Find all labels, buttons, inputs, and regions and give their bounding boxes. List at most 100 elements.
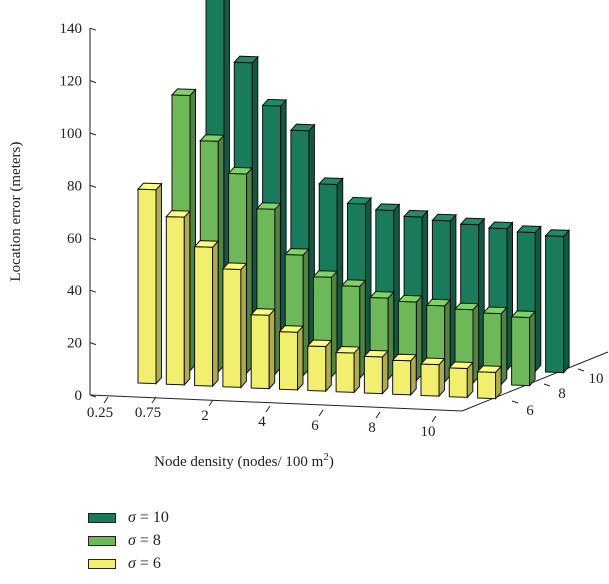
- legend-value: 8: [152, 531, 161, 549]
- depth-tick-label: 8: [558, 386, 566, 402]
- bar-top-face: [391, 353, 418, 362]
- bar-top-face: [233, 55, 259, 64]
- bar-front-face: [307, 345, 327, 392]
- bar-top-face: [482, 306, 508, 315]
- x-tick: [265, 405, 271, 413]
- bar-front-face: [165, 216, 185, 386]
- bar-sigma-6-cat-9: [391, 353, 418, 397]
- legend-eq: =: [135, 531, 153, 549]
- y-tick: [89, 289, 97, 293]
- bar-side-face: [529, 310, 536, 387]
- x-tick-label: 6: [311, 418, 319, 434]
- x-tick-label: 2: [201, 408, 209, 424]
- bar-sigma-8-cat-12: [510, 310, 537, 387]
- bar-sigma-6-cat-1: [165, 209, 191, 387]
- bar-chart-3d: 0 20 40 60 80 100 120 140 Location error (meters…: [8, 0, 609, 470]
- y-tick-label: 100: [60, 126, 83, 142]
- bar-side-face: [353, 345, 361, 394]
- bar-top-face: [334, 345, 361, 354]
- bar-top-face: [136, 182, 163, 191]
- bar-top-face: [368, 291, 395, 299]
- bar-sigma-6-cat-5: [278, 324, 305, 392]
- y-tick-label: 120: [60, 74, 83, 90]
- bar-side-face: [297, 324, 304, 392]
- y-tick-label: 0: [75, 388, 83, 404]
- bar-top-face: [221, 262, 248, 270]
- bar-side-face: [155, 182, 162, 385]
- bar-top-face: [459, 217, 486, 226]
- depth-axis-line: [461, 351, 609, 412]
- legend-value: 10: [152, 508, 169, 526]
- legend-symbol: σ: [128, 554, 136, 572]
- depth-tick-label: 6: [526, 403, 534, 419]
- y-tick: [89, 80, 97, 84]
- bar-front-face: [137, 188, 157, 385]
- y-tick-label: 80: [67, 178, 82, 194]
- bar-top-face: [340, 279, 367, 287]
- bar-sigma-6-cat-3: [221, 262, 248, 389]
- legend-swatch-sigma-6: [88, 558, 116, 569]
- y-tick: [89, 342, 97, 346]
- depth-tick-label: 10: [589, 371, 604, 387]
- bar-top-face: [419, 357, 446, 366]
- legend: σ = 10 σ = 8 σ = 6: [88, 506, 169, 575]
- bar-top-face: [199, 134, 225, 142]
- bar-sigma-6-cat-2: [193, 239, 220, 388]
- bar-front-face: [420, 363, 440, 397]
- bar-top-face: [448, 361, 474, 370]
- x-tick: [375, 411, 381, 419]
- x-axis-line: [89, 394, 463, 412]
- y-tick: [89, 184, 97, 188]
- y-tick: [89, 132, 97, 136]
- y-tick: [89, 27, 97, 31]
- depth-tick: [511, 400, 519, 404]
- depth-tick: [577, 368, 585, 372]
- bar-top-face: [306, 339, 333, 348]
- legend-eq: =: [135, 508, 153, 526]
- x-tick-label: 0.25: [87, 405, 113, 421]
- bar-sigma-6-cat-0: [136, 182, 163, 385]
- legend-eq: =: [135, 554, 153, 572]
- bar-sigma-6-cat-6: [306, 339, 333, 393]
- bar-sigma-6-cat-7: [334, 345, 361, 394]
- x-tick: [151, 396, 157, 404]
- bar-front-face: [279, 331, 298, 391]
- bar-top-face: [250, 308, 276, 316]
- legend-item-sigma-6: σ = 6: [88, 552, 169, 575]
- bar-top-face: [397, 294, 424, 303]
- bar-top-face: [476, 365, 503, 373]
- bar-front-face: [335, 351, 355, 393]
- bar-side-face: [381, 349, 389, 395]
- bar-side-face: [183, 209, 191, 387]
- x-tick: [103, 396, 109, 404]
- bar-front-face: [448, 367, 468, 398]
- bar-side-face: [325, 339, 332, 393]
- legend-item-sigma-10: σ = 10: [88, 506, 169, 529]
- bar-top-face: [453, 302, 480, 311]
- bar-top-face: [284, 247, 310, 256]
- bar-top-face: [318, 177, 344, 185]
- bar-top-face: [510, 310, 537, 318]
- bar-sigma-6-cat-8: [363, 349, 390, 395]
- bar-top-face: [170, 88, 197, 97]
- bar-top-face: [346, 196, 373, 205]
- bar-top-face: [312, 270, 339, 278]
- bar-top-face: [516, 225, 542, 233]
- bar-top-face: [289, 123, 316, 132]
- bar-top-face: [402, 209, 429, 218]
- bar-sigma-6-cat-12: [476, 365, 503, 400]
- bar-sigma-10-cat-12: [544, 229, 571, 374]
- bar-side-face: [212, 239, 219, 388]
- bar-front-face: [194, 246, 214, 387]
- legend-symbol: σ: [128, 531, 136, 549]
- bar-top-face: [425, 298, 452, 307]
- bar-top-face: [165, 210, 191, 218]
- bar-top-face: [363, 349, 390, 358]
- y-tick-label: 20: [67, 336, 82, 352]
- bar-top-face: [278, 325, 305, 333]
- bar-side-face: [240, 262, 247, 389]
- bar-front-face: [477, 371, 497, 400]
- bar-side-face: [268, 307, 276, 390]
- bar-top-face: [255, 202, 282, 210]
- x-tick: [318, 409, 324, 417]
